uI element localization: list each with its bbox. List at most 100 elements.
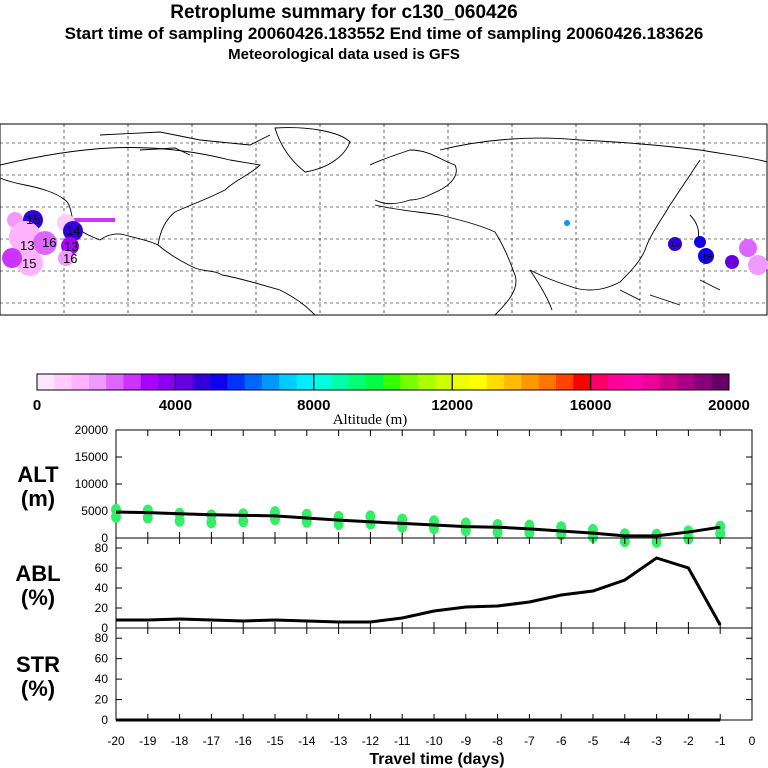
altitude-point: [715, 527, 726, 540]
x-tick-label: -7: [524, 734, 535, 748]
y-tick-label: 5000: [81, 504, 108, 518]
plume-marker: [694, 236, 706, 248]
altitude-point: [142, 511, 153, 524]
plume-marker: [63, 221, 83, 241]
x-tick-label: -19: [139, 734, 157, 748]
panel-label: STR (%): [16, 652, 60, 701]
map-label: 15: [22, 256, 36, 271]
colorbar-swatch: [71, 374, 90, 390]
series-line: [115, 510, 721, 538]
colorbar-swatch: [158, 374, 176, 390]
colorbar-swatch: [210, 374, 228, 390]
plume-marker: [33, 231, 57, 255]
x-tick-label: -9: [460, 734, 471, 748]
panel-label: ALT (m): [17, 462, 59, 511]
altitude-point: [492, 526, 503, 539]
x-tick-label: -8: [492, 734, 503, 748]
colorbar-tick-label: 8000: [297, 397, 330, 414]
x-tick-label: 0: [749, 734, 756, 748]
colorbar-swatch: [37, 374, 55, 390]
y-tick-label: 40: [95, 672, 109, 686]
colorbar-swatch: [659, 374, 678, 390]
colorbar-swatch: [106, 374, 124, 390]
colorbar-swatch: [625, 374, 643, 390]
plume-marker: [725, 255, 739, 269]
europe-coast: [369, 149, 457, 205]
colorbar-swatch: [434, 374, 453, 390]
plume-marker: [58, 250, 74, 266]
map-label: 16: [702, 252, 712, 262]
colorbar-swatch: [383, 374, 401, 390]
colorbar-swatch: [54, 374, 73, 390]
south-america-top: [221, 274, 316, 316]
plume-marker: [748, 255, 768, 275]
colorbar-swatch: [227, 374, 246, 390]
colorbar-tick-label: 0: [33, 397, 41, 414]
plume-trail: [70, 218, 115, 222]
colorbar-swatch: [348, 374, 367, 390]
plume-markers: [2, 210, 768, 276]
colorbar-swatch: [694, 374, 713, 390]
plume-marker: [698, 248, 714, 264]
colorbar-swatch: [538, 374, 557, 390]
series-line: [116, 556, 722, 626]
time-series-panels: 0 5000 10000 15000 20000 ALT (m) 0 20 40 60 80 ABL (%…: [15, 423, 755, 748]
map-label: 16: [670, 240, 679, 249]
x-tick-label: -14: [298, 734, 316, 748]
colorbar-swatch: [123, 374, 142, 390]
map-label: 15: [26, 212, 40, 227]
y-tick-label: 20: [95, 601, 109, 615]
colorbar-swatch: [88, 374, 107, 390]
colorbar-tick-label: 20000: [708, 397, 750, 414]
x-tick-label: -3: [651, 734, 662, 748]
x-tick-label: -17: [203, 734, 221, 748]
colorbar-swatch: [486, 374, 505, 390]
colorbar-swatch: [607, 374, 626, 390]
x-tick-label: -5: [588, 734, 599, 748]
colorbar-swatch: [244, 374, 263, 390]
plume-marker: [17, 250, 43, 276]
colorbar-swatch: [521, 374, 540, 390]
colorbar-swatch: [313, 374, 332, 390]
y-tick-label: 0: [101, 713, 108, 727]
colorbar-swatch: [590, 374, 609, 390]
x-tick-label: -4: [619, 734, 630, 748]
colorbar-swatch: [642, 374, 661, 390]
colorbar-swatch: [140, 374, 159, 390]
x-tick-label: -13: [330, 734, 348, 748]
greenland: [274, 127, 351, 173]
x-axis-title: Travel time (days): [369, 751, 504, 768]
x-tick-label: -1: [715, 734, 726, 748]
chart-title: Retroplume summary for c130_060426: [170, 2, 518, 23]
map-label: 16: [63, 251, 77, 266]
altitude-point: [111, 510, 121, 523]
colorbar-swatch: [556, 374, 574, 390]
y-tick-label: 40: [95, 581, 109, 595]
colorbar-swatch: [452, 374, 470, 390]
x-tick-label: -6: [556, 734, 567, 748]
colorbar-swatch: [261, 374, 280, 390]
y-tick-label: 0: [101, 531, 108, 545]
central-america: [157, 244, 223, 276]
plume-marker: [9, 221, 41, 253]
x-tick-label: -10: [425, 734, 443, 748]
colorbar-tick-label: 16000: [570, 397, 612, 414]
north-america-coast: [0, 147, 261, 246]
colorbar-swatch: [677, 374, 695, 390]
y-tick-label: 60: [95, 561, 109, 575]
x-tick-label: -12: [362, 734, 380, 748]
x-tick-label: -2: [683, 734, 694, 748]
y-tick-label: 20000: [75, 423, 109, 437]
world-map: 15 14 13 16 13 15 16 16 16: [0, 123, 768, 316]
india-peninsula: [529, 269, 553, 311]
x-tick-label: -15: [266, 734, 284, 748]
southeast-asia-islands: [619, 279, 721, 306]
altitude-colorbar: 0 4000 8000 12000 16000 20000: [33, 373, 750, 414]
panel-frame: [115, 627, 753, 721]
colorbar-swatch: [296, 374, 315, 390]
colorbar-swatch: [365, 374, 384, 390]
y-tick-label: 20: [95, 693, 109, 707]
colorbar-swatch: [400, 374, 419, 390]
x-tick-label: -11: [394, 734, 411, 748]
